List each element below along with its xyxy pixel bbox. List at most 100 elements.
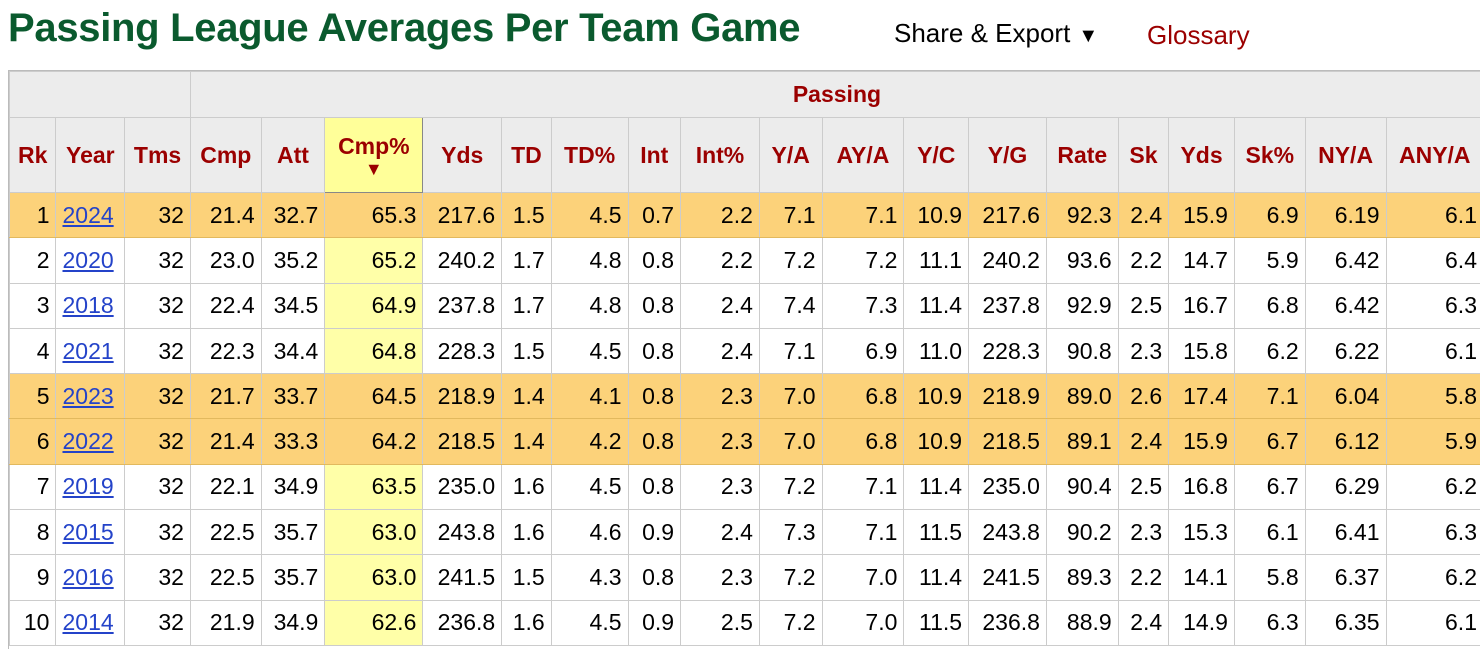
cell-int: 0.8 (628, 419, 681, 464)
cell-rk: 2 (10, 238, 56, 283)
cell-rk: 10 (10, 600, 56, 645)
cell-ny-a: 6.42 (1305, 283, 1386, 328)
cell-yds: 235.0 (423, 464, 502, 509)
cell-td: 1.6 (502, 464, 552, 509)
cell-ay-a: 7.2 (822, 238, 904, 283)
cell-sk-yds: 14.1 (1169, 555, 1235, 600)
column-header-sk-yds[interactable]: Yds (1169, 118, 1235, 193)
sort-descending-icon: ▼ (331, 160, 416, 178)
cell-y-a: 7.2 (759, 238, 822, 283)
column-header-att[interactable]: Att (261, 118, 325, 193)
column-header-cmp[interactable]: Cmp (190, 118, 261, 193)
column-header-rate[interactable]: Rate (1046, 118, 1118, 193)
cell-td-pct: 4.3 (551, 555, 628, 600)
column-header-sk-pct[interactable]: Sk% (1234, 118, 1305, 193)
cell-int: 0.8 (628, 328, 681, 373)
column-header-sk[interactable]: Sk (1118, 118, 1169, 193)
cell-year: 2018 (56, 283, 125, 328)
cell-ny-a: 6.29 (1305, 464, 1386, 509)
cell-year: 2014 (56, 600, 125, 645)
cell-cmp: 21.7 (190, 374, 261, 419)
cell-cmp-pct: 64.5 (325, 374, 423, 419)
year-link[interactable]: 2021 (62, 338, 113, 364)
cell-any-a: 5.9 (1386, 419, 1480, 464)
cell-ny-a: 6.12 (1305, 419, 1386, 464)
column-header-label: Int (640, 142, 668, 168)
cell-tms: 32 (125, 419, 191, 464)
column-header-label: ANY/A (1399, 142, 1471, 168)
cell-ny-a: 6.41 (1305, 510, 1386, 555)
column-header-td-pct[interactable]: TD% (551, 118, 628, 193)
cell-y-c: 11.4 (904, 555, 969, 600)
column-header-ny-a[interactable]: NY/A (1305, 118, 1386, 193)
cell-att: 32.7 (261, 193, 325, 238)
column-header-yds[interactable]: Yds (423, 118, 502, 193)
cell-sk: 2.4 (1118, 600, 1169, 645)
cell-td-pct: 4.5 (551, 193, 628, 238)
column-header-int-pct[interactable]: Int% (681, 118, 760, 193)
cell-cmp-pct: 64.9 (325, 283, 423, 328)
cell-sk: 2.2 (1118, 238, 1169, 283)
column-header-y-g[interactable]: Y/G (969, 118, 1047, 193)
cell-y-g: 241.5 (969, 555, 1047, 600)
cell-any-a: 6.1 (1386, 600, 1480, 645)
column-header-int[interactable]: Int (628, 118, 681, 193)
cell-td: 1.4 (502, 374, 552, 419)
cell-int-pct: 2.3 (681, 555, 760, 600)
cell-ny-a: 6.04 (1305, 374, 1386, 419)
cell-cmp: 22.3 (190, 328, 261, 373)
year-link[interactable]: 2020 (62, 247, 113, 273)
share-export-menu[interactable]: Share & Export▼ (894, 18, 1098, 49)
cell-ay-a: 7.0 (822, 555, 904, 600)
cell-td: 1.5 (502, 555, 552, 600)
cell-int-pct: 2.2 (681, 238, 760, 283)
cell-ny-a: 6.42 (1305, 238, 1386, 283)
column-header-rk[interactable]: Rk (10, 118, 56, 193)
cell-tms: 32 (125, 238, 191, 283)
year-link[interactable]: 2019 (62, 473, 113, 499)
column-header-label: AY/A (837, 142, 890, 168)
glossary-link[interactable]: Glossary (1147, 20, 1250, 51)
column-header-label: Y/A (772, 142, 810, 168)
year-link[interactable]: 2023 (62, 383, 113, 409)
year-link[interactable]: 2022 (62, 428, 113, 454)
cell-cmp: 22.4 (190, 283, 261, 328)
cell-rate: 92.3 (1046, 193, 1118, 238)
column-header-y-a[interactable]: Y/A (759, 118, 822, 193)
year-link[interactable]: 2018 (62, 292, 113, 318)
cell-cmp-pct: 65.3 (325, 193, 423, 238)
column-header-y-c[interactable]: Y/C (904, 118, 969, 193)
year-link[interactable]: 2016 (62, 564, 113, 590)
cell-y-a: 7.3 (759, 510, 822, 555)
column-header-ay-a[interactable]: AY/A (822, 118, 904, 193)
column-header-any-a[interactable]: ANY/A (1386, 118, 1480, 193)
year-link[interactable]: 2015 (62, 519, 113, 545)
column-header-year[interactable]: Year (56, 118, 125, 193)
cell-int: 0.8 (628, 464, 681, 509)
cell-td: 1.5 (502, 193, 552, 238)
year-link[interactable]: 2014 (62, 609, 113, 635)
cell-rate: 90.4 (1046, 464, 1118, 509)
column-header-tms[interactable]: Tms (125, 118, 191, 193)
cell-cmp: 21.4 (190, 419, 261, 464)
year-link[interactable]: 2024 (62, 202, 113, 228)
column-header-label: TD% (564, 142, 615, 168)
cell-ay-a: 7.1 (822, 464, 904, 509)
cell-year: 2015 (56, 510, 125, 555)
column-header-label: Sk% (1245, 142, 1294, 168)
column-header-cmp-pct[interactable]: Cmp%▼ (325, 118, 423, 193)
cell-att: 34.9 (261, 600, 325, 645)
column-header-label: Rate (1057, 142, 1107, 168)
cell-att: 35.2 (261, 238, 325, 283)
cell-td-pct: 4.6 (551, 510, 628, 555)
cell-y-c: 11.0 (904, 328, 969, 373)
cell-sk-pct: 6.2 (1234, 328, 1305, 373)
cell-tms: 32 (125, 555, 191, 600)
column-header-td[interactable]: TD (502, 118, 552, 193)
cell-rk: 7 (10, 464, 56, 509)
cell-sk-yds: 14.9 (1169, 600, 1235, 645)
cell-ny-a: 6.22 (1305, 328, 1386, 373)
cell-int-pct: 2.4 (681, 328, 760, 373)
